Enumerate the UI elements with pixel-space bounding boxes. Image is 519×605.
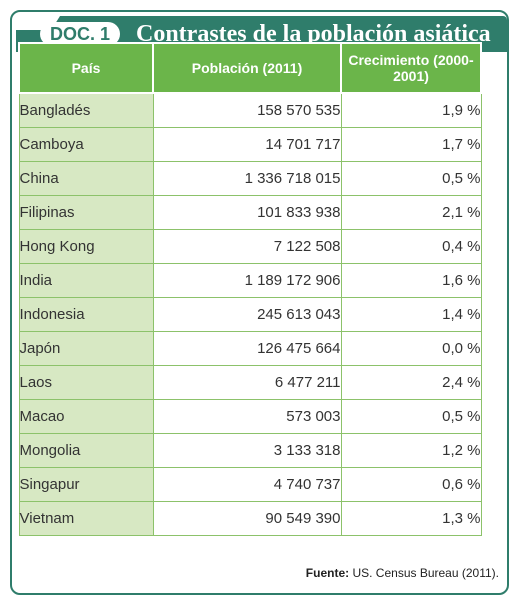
- cell-crecimiento: 0,5 %: [340, 399, 482, 434]
- cell-poblacion: 101 833 938: [152, 195, 342, 230]
- cell-crecimiento: 1,6 %: [340, 263, 482, 298]
- cell-pais: Camboya: [18, 127, 154, 162]
- cell-crecimiento: 1,2 %: [340, 433, 482, 468]
- cell-poblacion: 158 570 535: [152, 92, 342, 128]
- table-row: Bangladés 158 570 535 1,9 %: [18, 92, 482, 128]
- cell-crecimiento: 0,0 %: [340, 331, 482, 366]
- cell-crecimiento: 2,1 %: [340, 195, 482, 230]
- doc-badge: DOC. 1: [40, 22, 121, 46]
- table-row: Hong Kong 7 122 508 0,4 %: [18, 229, 482, 264]
- cell-poblacion: 7 122 508: [152, 229, 342, 264]
- cell-pais: India: [18, 263, 154, 298]
- cell-crecimiento: 0,4 %: [340, 229, 482, 264]
- cell-poblacion: 6 477 211: [152, 365, 342, 400]
- cell-pais: Indonesia: [18, 297, 154, 332]
- source-label: Fuente:: [305, 566, 350, 580]
- column-header-crecimiento: Crecimiento (2000-2001): [340, 42, 482, 94]
- column-header-poblacion: Población (2011): [152, 42, 342, 94]
- cell-pais: China: [18, 161, 154, 196]
- cell-poblacion: 3 133 318: [152, 433, 342, 468]
- table-row: Macao 573 003 0,5 %: [18, 399, 482, 434]
- table-row: Vietnam 90 549 390 1,3 %: [18, 501, 482, 536]
- cell-crecimiento: 1,7 %: [340, 127, 482, 162]
- cell-pais: Mongolia: [18, 433, 154, 468]
- cell-crecimiento: 2,4 %: [340, 365, 482, 400]
- table-row: India 1 189 172 906 1,6 %: [18, 263, 482, 298]
- column-header-pais: País: [18, 42, 154, 94]
- cell-poblacion: 245 613 043: [152, 297, 342, 332]
- table-row: Camboya 14 701 717 1,7 %: [18, 127, 482, 162]
- table-row: Filipinas 101 833 938 2,1 %: [18, 195, 482, 230]
- cell-crecimiento: 1,3 %: [340, 501, 482, 536]
- cell-crecimiento: 1,9 %: [340, 92, 482, 128]
- cell-pais: Bangladés: [18, 92, 154, 128]
- cell-pais: Laos: [18, 365, 154, 400]
- cell-crecimiento: 0,5 %: [340, 161, 482, 196]
- table-row: China 1 336 718 015 0,5 %: [18, 161, 482, 196]
- table-row: Mongolia 3 133 318 1,2 %: [18, 433, 482, 468]
- cell-pais: Vietnam: [18, 501, 154, 536]
- cell-poblacion: 1 189 172 906: [152, 263, 342, 298]
- cell-poblacion: 126 475 664: [152, 331, 342, 366]
- table-row: Japón 126 475 664 0,0 %: [18, 331, 482, 366]
- table-row: Indonesia 245 613 043 1,4 %: [18, 297, 482, 332]
- table-header-row: País Población (2011) Crecimiento (2000-…: [18, 42, 482, 94]
- cell-pais: Filipinas: [18, 195, 154, 230]
- cell-pais: Macao: [18, 399, 154, 434]
- cell-poblacion: 14 701 717: [152, 127, 342, 162]
- cell-pais: Hong Kong: [18, 229, 154, 264]
- source-text: US. Census Bureau (2011).: [352, 566, 499, 580]
- table-row: Singapur 4 740 737 0,6 %: [18, 467, 482, 502]
- cell-crecimiento: 1,4 %: [340, 297, 482, 332]
- population-table: País Población (2011) Crecimiento (2000-…: [18, 42, 482, 536]
- cell-crecimiento: 0,6 %: [340, 467, 482, 502]
- cell-pais: Singapur: [18, 467, 154, 502]
- cell-poblacion: 1 336 718 015: [152, 161, 342, 196]
- source-note: Fuente: US. Census Bureau (2011).: [306, 566, 499, 580]
- cell-poblacion: 90 549 390: [152, 501, 342, 536]
- table-row: Laos 6 477 211 2,4 %: [18, 365, 482, 400]
- cell-poblacion: 4 740 737: [152, 467, 342, 502]
- cell-pais: Japón: [18, 331, 154, 366]
- cell-poblacion: 573 003: [152, 399, 342, 434]
